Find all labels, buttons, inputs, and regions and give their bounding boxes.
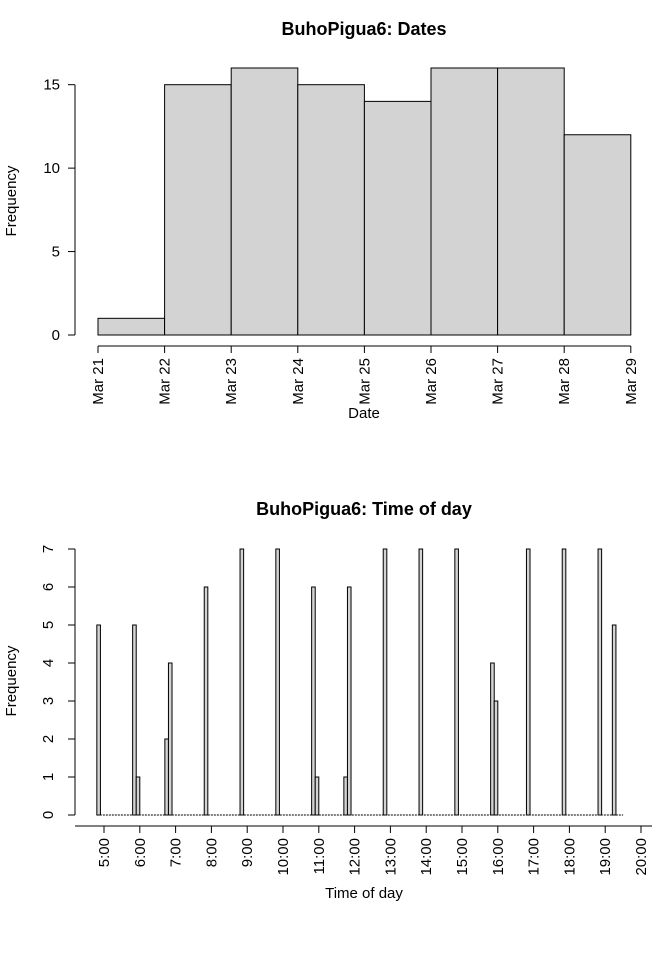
chart2-x-tick-label: 19:00: [597, 838, 614, 876]
chart2-y-axis: 0 1 2 3 4 5 6 7: [40, 545, 76, 819]
chart1-ylabel: Frequency: [3, 165, 20, 236]
chart1-x-tick-label: Mar 27: [490, 358, 507, 405]
chart1-y-tick-label: 5: [52, 244, 60, 261]
chart1-bar: [97, 317, 166, 336]
chart2-title: BuhoPigua6: Time of day: [256, 499, 472, 519]
chart2-x-tick-label: 14:00: [418, 838, 435, 876]
chart1-x-tick-label: Mar 28: [556, 358, 573, 405]
chart2-bar: [164, 738, 169, 816]
chart1-x-tick-label: Mar 22: [157, 358, 174, 405]
chart1-y-tick-label: 0: [52, 327, 60, 344]
chart1-bar: [230, 67, 299, 336]
chart2-x-tick-label: 9:00: [239, 838, 256, 867]
chart2-y-tick-label: 1: [40, 773, 57, 781]
chart1-bar: [363, 100, 432, 336]
chart2-x-tick-label: 12:00: [347, 838, 364, 876]
chart2-bar: [311, 586, 316, 816]
chart1-xlabel: Date: [348, 405, 380, 422]
chart2-bar: [490, 662, 495, 816]
chart1-bar: [430, 67, 499, 336]
chart2-x-tick-label: 7:00: [168, 838, 185, 867]
chart2-x-tick-label: 16:00: [490, 838, 507, 876]
chart1-bar: [497, 67, 565, 336]
chart2-bar: [132, 624, 137, 816]
chart2-bar: [314, 776, 320, 816]
chart2-y-tick-label: 2: [40, 735, 57, 743]
chart1-y-axis: 0 5 10 15: [43, 77, 76, 344]
chart2-bar: [611, 624, 617, 816]
chart2-bars: [96, 548, 624, 816]
chart2-bar: [382, 548, 388, 816]
chart1-title: BuhoPigua6: Dates: [281, 19, 446, 39]
chart1-bars: [97, 67, 632, 336]
chart2-bar: [597, 548, 603, 816]
chart2-bar: [239, 548, 245, 816]
chart2-x-tick-label: 5:00: [96, 838, 113, 867]
dates-histogram: BuhoPigua6: Dates Date Frequency Mar 21 M…: [3, 19, 640, 422]
chart2-bar: [167, 662, 173, 816]
chart2-bar: [493, 700, 499, 816]
chart2-bar: [346, 586, 352, 816]
chart2-x-tick-label: 20:00: [633, 838, 650, 876]
time-of-day-histogram: BuhoPigua6: Time of day Time of day Freq…: [3, 499, 652, 902]
chart1-bar: [297, 84, 365, 336]
chart1-x-tick-label: Mar 29: [623, 358, 640, 405]
chart2-y-tick-label: 5: [40, 621, 57, 629]
chart2-bar: [561, 548, 567, 816]
chart2-x-tick-label: 11:00: [311, 838, 328, 874]
chart2-x-tick-label: 15:00: [454, 838, 471, 876]
chart2-bar: [96, 624, 101, 816]
chart1-bar: [164, 84, 232, 336]
chart2-x-tick-label: 6:00: [132, 838, 149, 867]
chart1-x-tick-label: Mar 25: [356, 358, 373, 405]
chart2-bar: [454, 548, 459, 816]
chart1-y-tick-label: 10: [43, 160, 60, 177]
chart1-y-tick-label: 15: [43, 77, 60, 94]
chart2-bar: [135, 776, 141, 816]
chart2-x-tick-label: 10:00: [275, 838, 292, 876]
chart2-bar: [525, 548, 531, 816]
chart2-x-tick-label: 18:00: [561, 838, 578, 876]
chart1-x-tick-label: Mar 26: [423, 358, 440, 405]
chart2-bar: [343, 776, 348, 816]
chart2-x-tick-label: 8:00: [203, 838, 220, 867]
chart2-bar: [275, 548, 280, 816]
chart2-bar: [418, 548, 424, 816]
chart2-x-axis: 5:00 6:00 7:00 8:00 9:00 10:00 11:00 12:00 13:00…: [75, 825, 652, 876]
chart1-x-axis: Mar 21 Mar 22 Mar 23 Mar 24 Mar 25 Mar 26 Mar …: [90, 345, 640, 405]
chart2-y-tick-label: 6: [40, 583, 57, 591]
chart1-x-tick-label: Mar 21: [90, 358, 107, 405]
chart1-x-tick-label: Mar 23: [223, 358, 240, 405]
chart2-x-tick-label: 17:00: [526, 838, 543, 876]
chart2-ylabel: Frequency: [3, 645, 20, 716]
chart1-bar: [563, 134, 632, 336]
chart2-xlabel: Time of day: [325, 885, 403, 902]
chart2-bar: [203, 586, 209, 816]
chart2-y-tick-label: 3: [40, 697, 57, 705]
chart2-y-tick-label: 7: [40, 545, 57, 553]
chart2-x-tick-label: 13:00: [382, 838, 399, 876]
chart1-x-tick-label: Mar 24: [290, 358, 307, 405]
chart2-y-tick-label: 0: [40, 811, 57, 819]
chart2-y-tick-label: 4: [40, 659, 57, 667]
